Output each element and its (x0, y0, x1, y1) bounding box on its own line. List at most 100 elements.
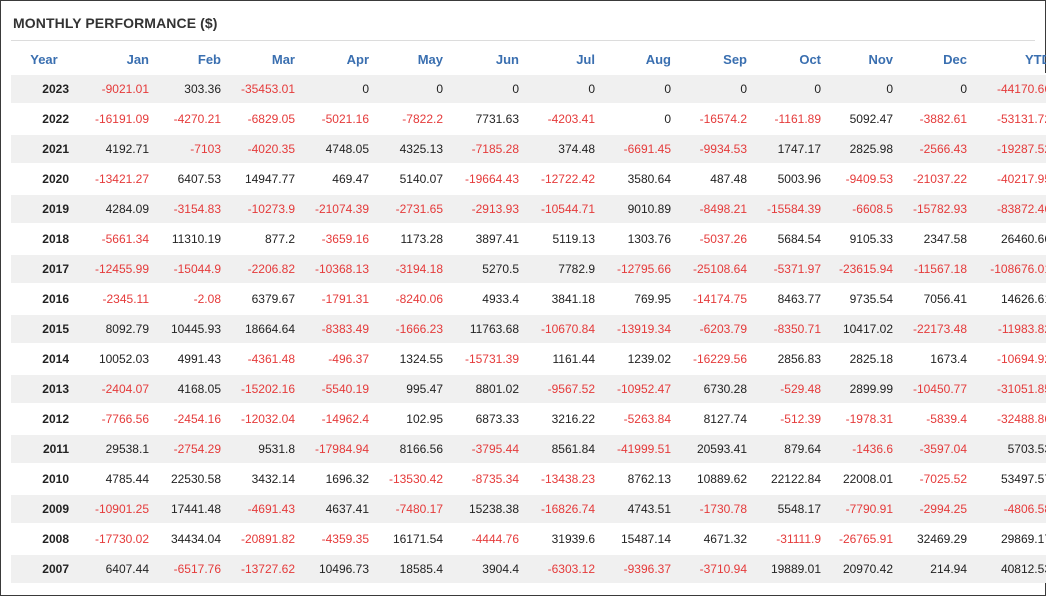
year-cell: 2019 (11, 193, 77, 223)
month-value-cell: 20593.41 (677, 433, 753, 463)
month-value-cell: -5037.26 (677, 223, 753, 253)
month-value-cell: -13438.23 (525, 463, 601, 493)
month-value-cell: -14962.4 (301, 403, 375, 433)
table-row: 2011 29538.1 -2754.29 9531.8 -17984.94 8166.5… (11, 433, 1046, 463)
month-value-cell: -2345.11 (77, 283, 155, 313)
month-value-cell: 19889.01 (753, 553, 827, 583)
month-value-cell: 6379.67 (227, 283, 301, 313)
month-value-cell: 8801.02 (449, 373, 525, 403)
month-value-cell: 8092.79 (77, 313, 155, 343)
month-value-cell: -1978.31 (827, 403, 899, 433)
month-value-cell: -529.48 (753, 373, 827, 403)
month-value-cell: -3795.44 (449, 433, 525, 463)
month-value-cell: 3897.41 (449, 223, 525, 253)
month-value-cell: -11567.18 (899, 253, 973, 283)
month-value-cell: 0 (601, 73, 677, 103)
year-cell: 2023 (11, 73, 77, 103)
month-value-cell: 18585.4 (375, 553, 449, 583)
month-value-cell: 1173.28 (375, 223, 449, 253)
month-value-cell: -8240.06 (375, 283, 449, 313)
month-value-cell: 2825.98 (827, 133, 899, 163)
year-cell: 2021 (11, 133, 77, 163)
ytd-cell: -4806.58 (973, 493, 1046, 523)
month-value-cell: -4361.48 (227, 343, 301, 373)
table-row: 2016 -2345.11 -2.08 6379.67 -1791.31 -8240.06… (11, 283, 1046, 313)
month-value-cell: 9531.8 (227, 433, 301, 463)
title-divider (11, 40, 1035, 41)
month-value-cell: -25108.64 (677, 253, 753, 283)
month-value-cell: -2206.82 (227, 253, 301, 283)
month-value-cell: 5684.54 (753, 223, 827, 253)
year-cell: 2018 (11, 223, 77, 253)
month-value-cell: 1747.17 (753, 133, 827, 163)
ytd-cell: -44170.66 (973, 73, 1046, 103)
month-value-cell: 5092.47 (827, 103, 899, 133)
month-value-cell: 1161.44 (525, 343, 601, 373)
month-value-cell: 5548.17 (753, 493, 827, 523)
month-value-cell: -4359.35 (301, 523, 375, 553)
table-row: 2022 -16191.09 -4270.21 -6829.05 -5021.16 -78… (11, 103, 1046, 133)
month-value-cell: -1730.78 (677, 493, 753, 523)
month-value-cell: -7822.2 (375, 103, 449, 133)
month-value-cell: -9409.53 (827, 163, 899, 193)
month-value-cell: 7731.63 (449, 103, 525, 133)
table-row: 2013 -2404.07 4168.05 -15202.16 -5540.19 995.… (11, 373, 1046, 403)
month-value-cell: -10273.9 (227, 193, 301, 223)
column-header-nov: Nov (868, 51, 893, 67)
month-value-cell: -496.37 (301, 343, 375, 373)
month-value-cell: 4933.4 (449, 283, 525, 313)
month-value-cell: 20970.42 (827, 553, 899, 583)
table-row: 2010 4785.44 22530.58 3432.14 1696.32 -13530.… (11, 463, 1046, 493)
month-value-cell: -16191.09 (77, 103, 155, 133)
month-value-cell: -6303.12 (525, 553, 601, 583)
month-value-cell: -22173.48 (899, 313, 973, 343)
month-value-cell: 1673.4 (899, 343, 973, 373)
table-body: 2023 -9021.01 303.36 -35453.01 0 0 0 0 0 0 0 0 0 -441… (11, 73, 1046, 583)
month-value-cell: -35453.01 (227, 73, 301, 103)
month-value-cell: -5661.34 (77, 223, 155, 253)
table-row: 2008 -17730.02 34434.04 -20891.82 -4359.35 16… (11, 523, 1046, 553)
month-value-cell: -12722.42 (525, 163, 601, 193)
month-value-cell: -2404.07 (77, 373, 155, 403)
month-value-cell: 4284.09 (77, 193, 155, 223)
month-value-cell: -9934.53 (677, 133, 753, 163)
month-value-cell: -3882.61 (899, 103, 973, 133)
column-header-may: May (417, 51, 443, 67)
month-value-cell: -512.39 (753, 403, 827, 433)
month-value-cell: -3659.16 (301, 223, 375, 253)
column-header-ytd: YTD (1025, 51, 1046, 67)
month-value-cell: 1696.32 (301, 463, 375, 493)
month-value-cell: -8735.34 (449, 463, 525, 493)
month-value-cell: -4270.21 (155, 103, 227, 133)
month-value-cell: -1436.6 (827, 433, 899, 463)
table-row: 2020 -13421.27 6407.53 14947.77 469.47 5140.0… (11, 163, 1046, 193)
month-value-cell: -14174.75 (677, 283, 753, 313)
month-value-cell: -5839.4 (899, 403, 973, 433)
month-value-cell: 8561.84 (525, 433, 601, 463)
month-value-cell: 4991.43 (155, 343, 227, 373)
month-value-cell: -8383.49 (301, 313, 375, 343)
month-value-cell: 2347.58 (899, 223, 973, 253)
ytd-cell: -11983.82 (973, 313, 1046, 343)
month-value-cell: 10496.73 (301, 553, 375, 583)
month-value-cell: 32469.29 (899, 523, 973, 553)
month-value-cell: 0 (449, 73, 525, 103)
month-value-cell: 0 (753, 73, 827, 103)
month-value-cell: -7025.52 (899, 463, 973, 493)
month-value-cell: 4671.32 (677, 523, 753, 553)
year-cell: 2007 (11, 553, 77, 583)
month-value-cell: 10417.02 (827, 313, 899, 343)
month-value-cell: 11763.68 (449, 313, 525, 343)
month-value-cell: -13421.27 (77, 163, 155, 193)
month-value-cell: 3580.64 (601, 163, 677, 193)
ytd-cell: 26460.66 (973, 223, 1046, 253)
month-value-cell: 17441.48 (155, 493, 227, 523)
month-value-cell: -15782.93 (899, 193, 973, 223)
ytd-cell: 40812.53 (973, 553, 1046, 583)
month-value-cell: 769.95 (601, 283, 677, 313)
month-value-cell: 2825.18 (827, 343, 899, 373)
month-value-cell: 303.36 (155, 73, 227, 103)
month-value-cell: 34434.04 (155, 523, 227, 553)
month-value-cell: 4785.44 (77, 463, 155, 493)
month-value-cell: -31111.9 (753, 523, 827, 553)
